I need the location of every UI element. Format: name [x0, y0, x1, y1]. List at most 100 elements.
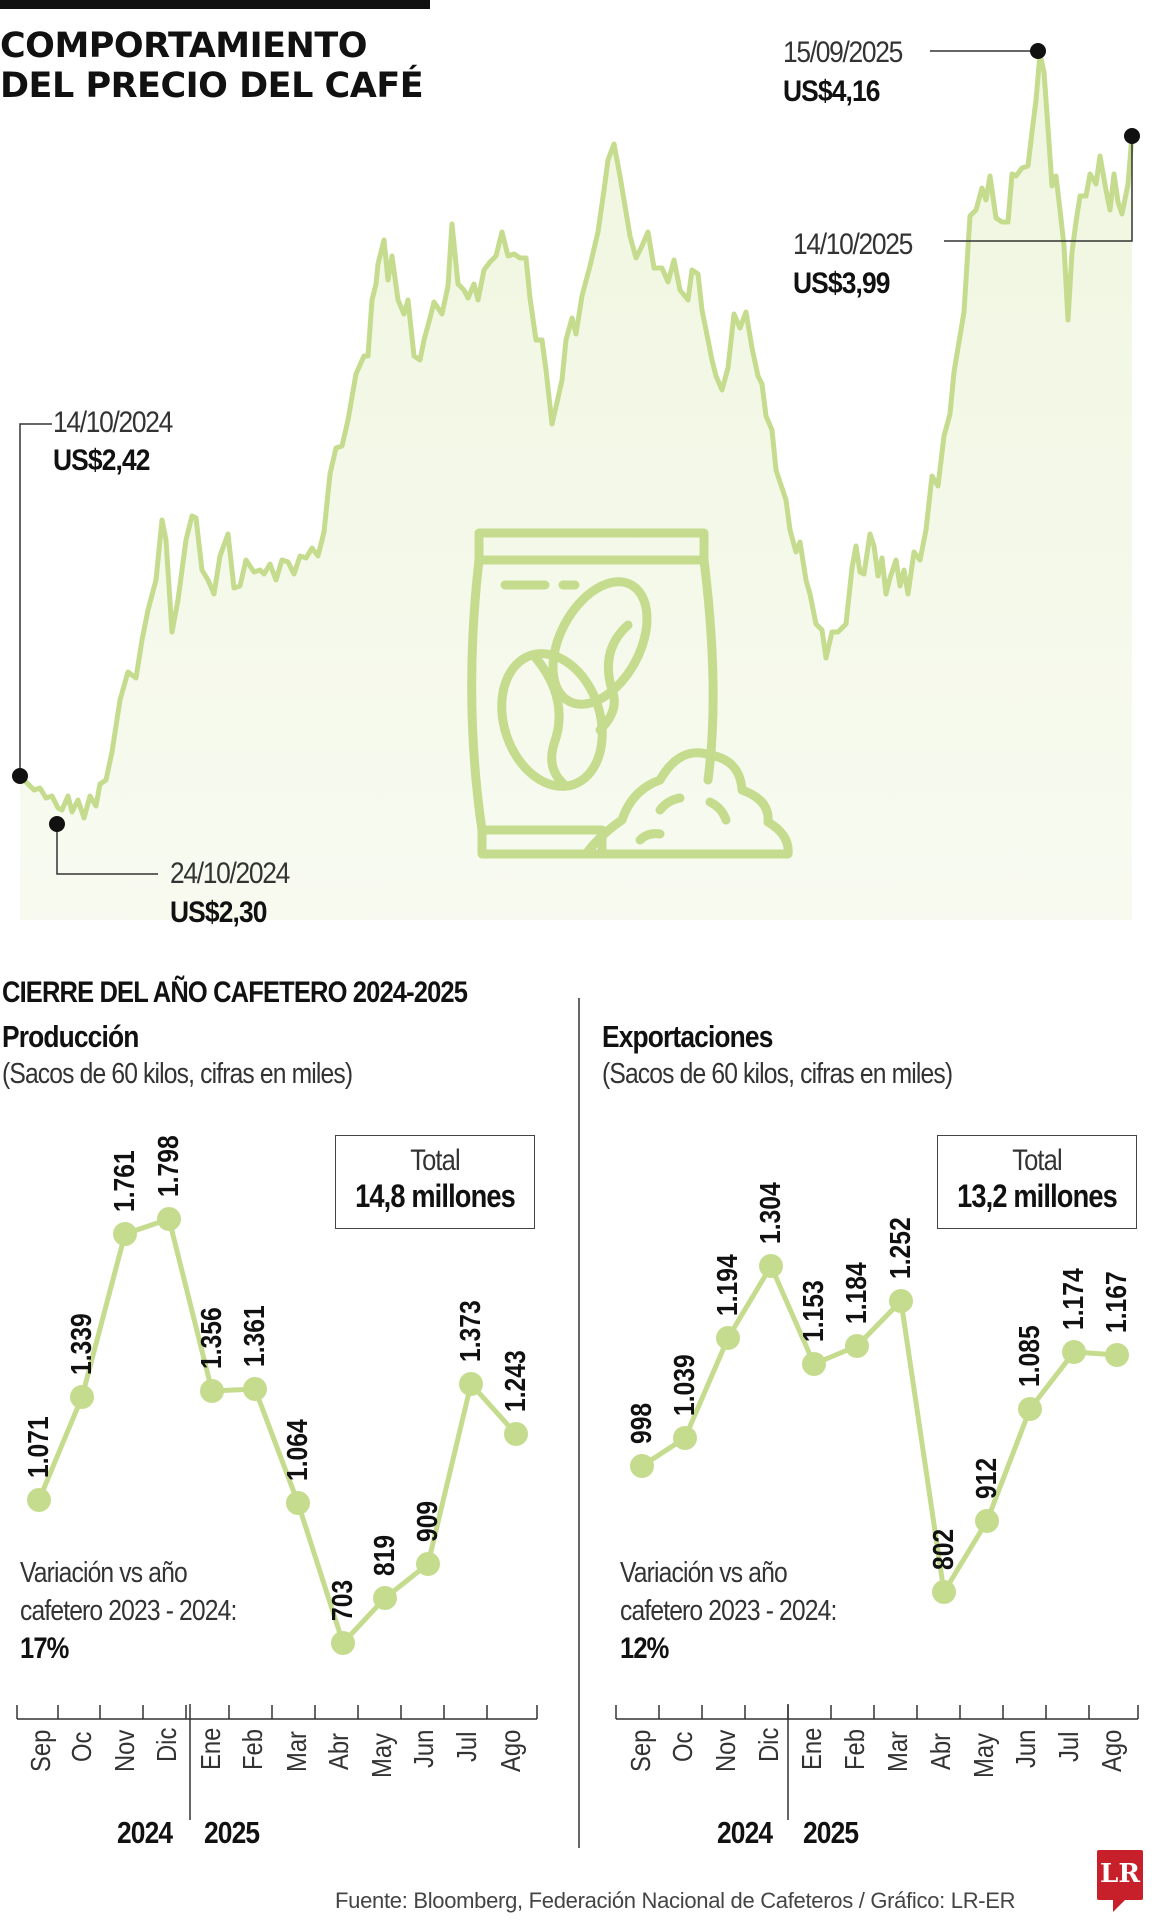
month-label: Sep	[624, 1730, 656, 1772]
variation-line-1: Variación vs año	[620, 1557, 788, 1589]
annotation-start-date: 14/10/2024	[53, 406, 173, 439]
value-label: 1.361	[238, 1305, 270, 1367]
production-total-box: Total 14,8 millones	[335, 1135, 535, 1229]
annotation-start-value: US$2,42	[53, 444, 150, 477]
exports-points	[630, 1254, 1129, 1604]
value-label: 703	[326, 1580, 358, 1621]
month-label: Ago	[1095, 1730, 1127, 1772]
exports-year-2024: 2024	[717, 1815, 773, 1850]
production-x-axis	[16, 1704, 538, 1820]
annotation-max-date: 15/09/2025	[783, 36, 903, 69]
month-label: Feb	[236, 1729, 268, 1770]
month-label: Dic	[150, 1728, 182, 1762]
price-area-fill	[20, 54, 1132, 920]
production-line	[36, 1215, 518, 1648]
month-label: Ene	[795, 1728, 827, 1770]
exports-month-labels: Sep Oc Nov Dic Ene Feb Mar Abr May Jun J…	[624, 1728, 1127, 1778]
exports-title: Exportaciones	[602, 1019, 773, 1054]
value-label: 1.064	[281, 1419, 313, 1481]
month-label: Dic	[752, 1728, 784, 1762]
month-label: Nov	[709, 1730, 741, 1772]
annotation-min-date: 24/10/2024	[170, 857, 290, 890]
section-title: CIERRE DEL AÑO CAFETERO 2024-2025	[2, 976, 468, 1009]
value-label: 1.071	[22, 1416, 54, 1478]
value-label: 1.243	[499, 1350, 531, 1412]
header-bar	[0, 0, 430, 9]
value-label: 1.252	[884, 1217, 916, 1279]
value-label: 1.153	[797, 1280, 829, 1342]
value-label: 1.194	[711, 1254, 743, 1316]
production-unit-note: (Sacos de 60 kilos, cifras en miles)	[2, 1058, 353, 1090]
variation-line-2: cafetero 2023 - 2024:	[20, 1595, 237, 1627]
month-label: Jun	[1009, 1730, 1041, 1768]
production-year-2025: 2025	[204, 1815, 260, 1850]
page-title: COMPORTAMIENTO DEL PRECIO DEL CAFÉ	[0, 26, 424, 106]
annotation-end-value: US$3,99	[793, 267, 890, 300]
month-label: Feb	[838, 1729, 870, 1770]
production-variation-label: Variación vs año cafetero 2023 - 2024:	[20, 1554, 237, 1630]
production-year-2024: 2024	[117, 1815, 173, 1850]
production-variation-value: 17%	[20, 1632, 69, 1665]
price-line	[18, 51, 1135, 821]
month-label: Mar	[280, 1731, 312, 1772]
exports-variation-value: 12%	[620, 1632, 669, 1665]
production-month-labels: Sep Oc Nov Dic Ene Feb Mar Abr May Jun J…	[24, 1728, 526, 1778]
value-label: 1.174	[1057, 1268, 1089, 1330]
value-label: 1.304	[754, 1182, 786, 1244]
month-label: Jul	[1052, 1732, 1084, 1762]
variation-line-1: Variación vs año	[20, 1557, 188, 1589]
column-divider	[578, 998, 580, 1848]
exports-total-value: 13,2 millones	[957, 1178, 1118, 1214]
production-title: Producción	[2, 1019, 139, 1054]
marker-min	[49, 816, 65, 832]
exports-unit-note: (Sacos de 60 kilos, cifras en miles)	[602, 1058, 953, 1090]
production-line-chart: 1.071 1.339 1.761 1.798 1.356 1.361 1.06…	[16, 1135, 538, 1820]
exports-line	[640, 1260, 1118, 1600]
value-label: 819	[368, 1535, 400, 1576]
value-label: 1.356	[195, 1307, 227, 1369]
production-total-value: 14,8 millones	[355, 1178, 516, 1214]
variation-line-2: cafetero 2023 - 2024:	[620, 1595, 837, 1627]
annotation-leaders	[19, 50, 1133, 875]
production-total-label: Total	[410, 1144, 460, 1177]
value-label: 1.039	[668, 1354, 700, 1416]
month-label: Abr	[924, 1733, 956, 1770]
month-label: Nov	[108, 1730, 140, 1772]
month-label: Abr	[322, 1733, 354, 1770]
exports-year-2025: 2025	[803, 1815, 859, 1850]
marker-start	[12, 768, 28, 784]
exports-line-chart: 998 1.039 1.194 1.304 1.153 1.184 1.252 …	[615, 1182, 1139, 1820]
production-value-labels: 1.071 1.339 1.761 1.798 1.356 1.361 1.06…	[22, 1135, 531, 1621]
marker-end	[1124, 128, 1140, 144]
value-label: 1.373	[454, 1300, 486, 1362]
lr-logo-tail	[1113, 1900, 1125, 1912]
title-line-2: DEL PRECIO DEL CAFÉ	[0, 66, 424, 106]
annotation-min-value: US$2,30	[170, 896, 267, 929]
exports-total-box: Total 13,2 millones	[937, 1135, 1137, 1229]
value-label: 909	[411, 1501, 443, 1542]
source-footer: Fuente: Bloomberg, Federación Nacional d…	[335, 1888, 1016, 1913]
exports-total-label: Total	[1012, 1144, 1062, 1177]
value-label: 802	[927, 1529, 959, 1570]
value-label: 998	[625, 1403, 657, 1444]
month-label: Oc	[65, 1732, 97, 1762]
value-label: 1.798	[152, 1135, 184, 1197]
month-label: Jul	[450, 1732, 482, 1762]
annotation-max-value: US$4,16	[783, 75, 880, 108]
value-label: 1.761	[108, 1150, 140, 1212]
coffee-bag-icon	[467, 528, 793, 859]
value-label: 1.167	[1100, 1271, 1132, 1333]
value-label: 1.085	[1013, 1325, 1045, 1387]
month-label: May	[967, 1733, 999, 1778]
month-label: Jun	[407, 1730, 439, 1768]
exports-variation-label: Variación vs año cafetero 2023 - 2024:	[620, 1554, 837, 1630]
exports-x-axis	[615, 1704, 1139, 1820]
value-label: 1.184	[840, 1262, 872, 1324]
price-area-chart	[12, 43, 1140, 920]
lr-logo: LR	[1097, 1850, 1143, 1900]
month-label: Oc	[666, 1732, 698, 1762]
month-label: Ene	[194, 1728, 226, 1770]
title-line-1: COMPORTAMIENTO	[0, 26, 367, 66]
month-label: Sep	[24, 1730, 56, 1772]
month-label: Ago	[494, 1730, 526, 1772]
